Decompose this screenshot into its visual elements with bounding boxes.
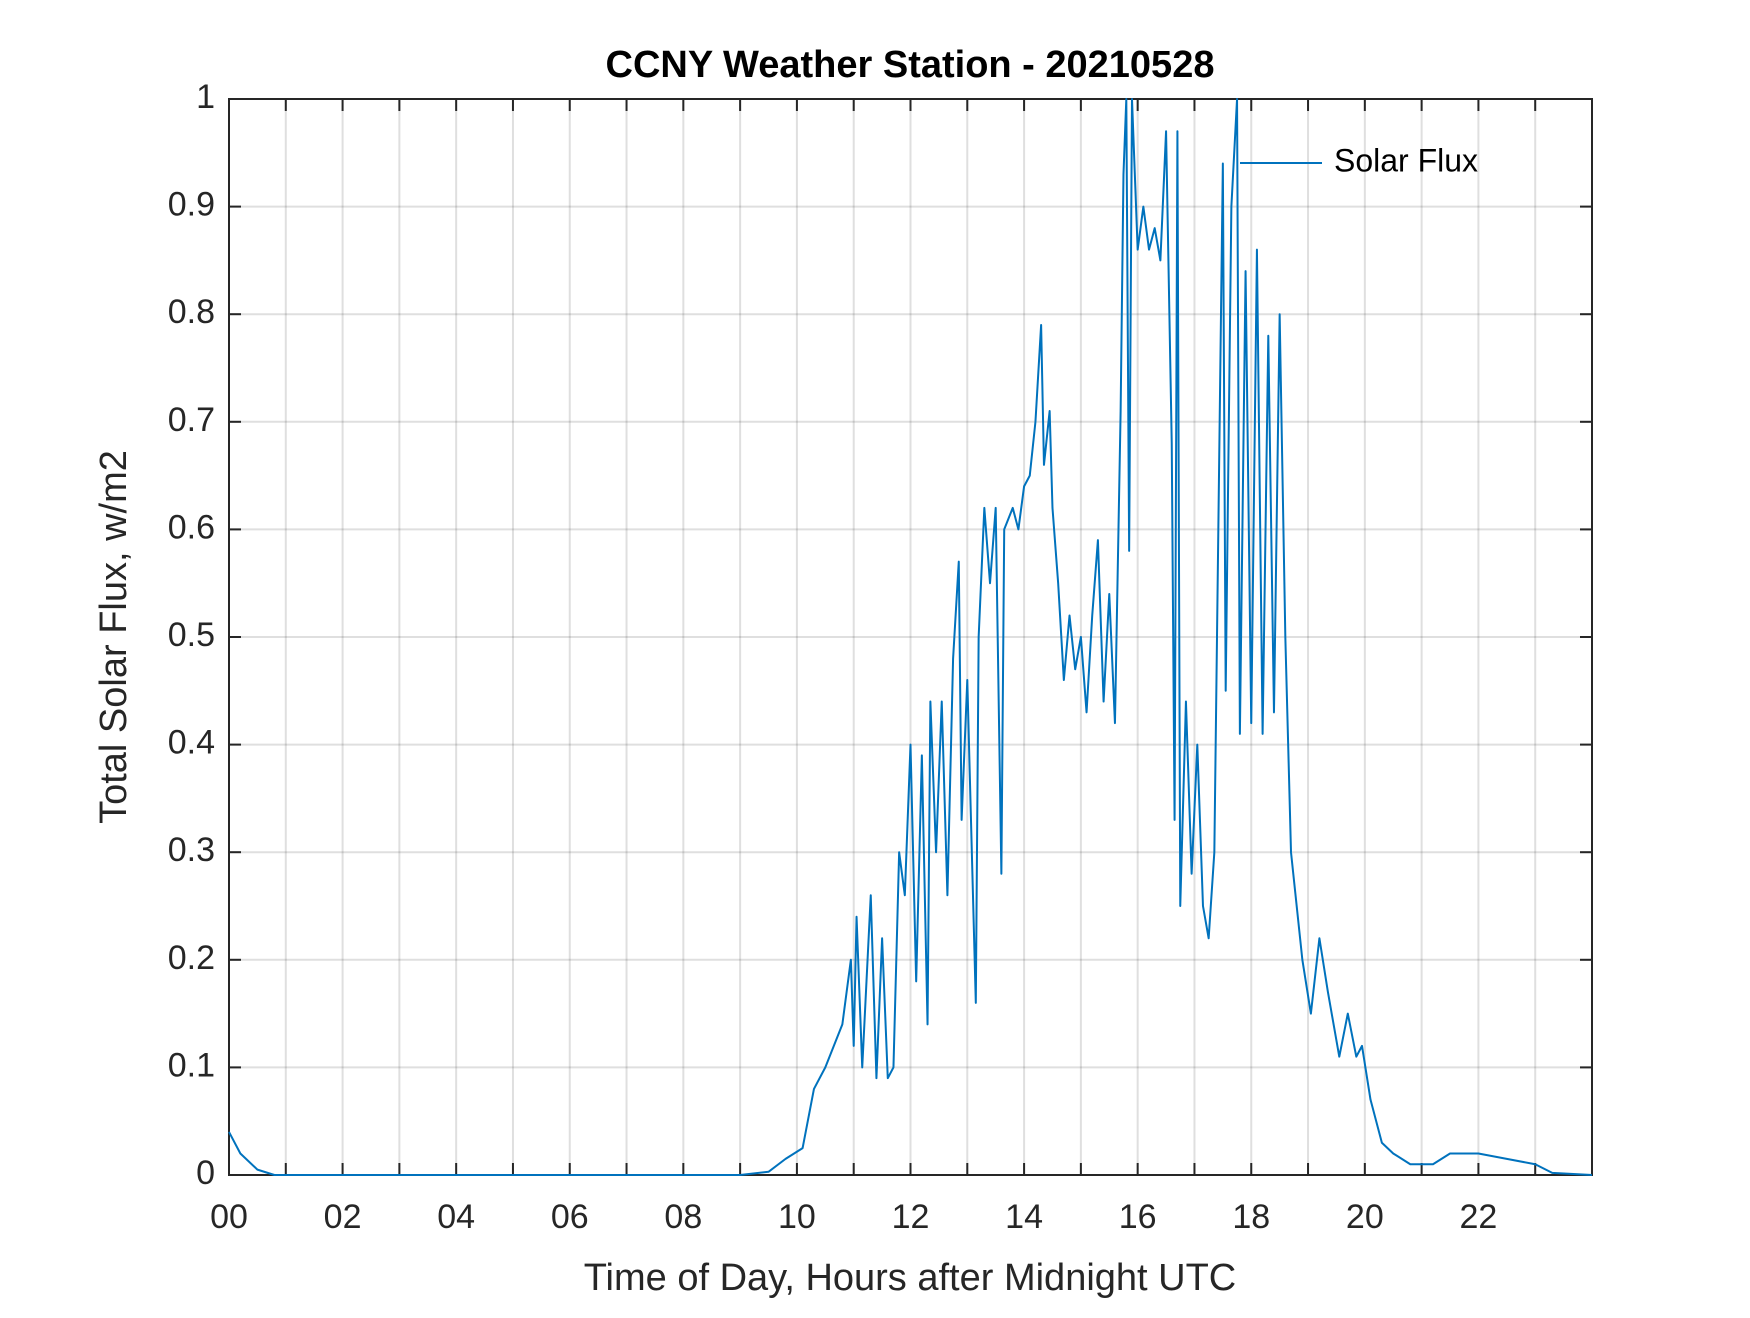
plot-frame: [228, 98, 1593, 1176]
x-tick-label: 00: [210, 1198, 248, 1236]
x-tick-label: 18: [1232, 1198, 1270, 1236]
data-line: [228, 98, 1593, 1176]
y-tick-label: 0.4: [168, 724, 215, 762]
y-tick-label: 0.8: [168, 293, 215, 331]
y-tick-label: 0.6: [168, 508, 215, 546]
y-axis-label: Total Solar Flux, w/m2: [93, 450, 135, 824]
x-tick-label: 06: [551, 1198, 589, 1236]
y-tick-label: 0.5: [168, 616, 215, 654]
x-axis-label: Time of Day, Hours after Midnight UTC: [584, 1257, 1237, 1299]
x-tick-label: 22: [1460, 1198, 1498, 1236]
y-tick-label: 1: [196, 78, 215, 116]
x-tick-label: 08: [664, 1198, 702, 1236]
y-tick-label: 0: [196, 1154, 215, 1192]
x-tick-label: 14: [1005, 1198, 1043, 1236]
y-tick-label: 0.7: [168, 401, 215, 439]
y-tick-label: 0.2: [168, 939, 215, 977]
y-tick-label: 0.1: [168, 1046, 215, 1084]
x-tick-label: 04: [437, 1198, 475, 1236]
x-tick-label: 12: [892, 1198, 930, 1236]
legend-label: Solar Flux: [1334, 142, 1478, 178]
x-tick-label: 20: [1346, 1198, 1384, 1236]
chart-title: CCNY Weather Station - 20210528: [606, 44, 1215, 86]
y-tick-label: 0.3: [168, 831, 215, 869]
x-tick-label: 02: [324, 1198, 362, 1236]
y-tick-label: 0.9: [168, 186, 215, 224]
x-tick-label: 16: [1119, 1198, 1157, 1236]
x-tick-label: 10: [778, 1198, 816, 1236]
